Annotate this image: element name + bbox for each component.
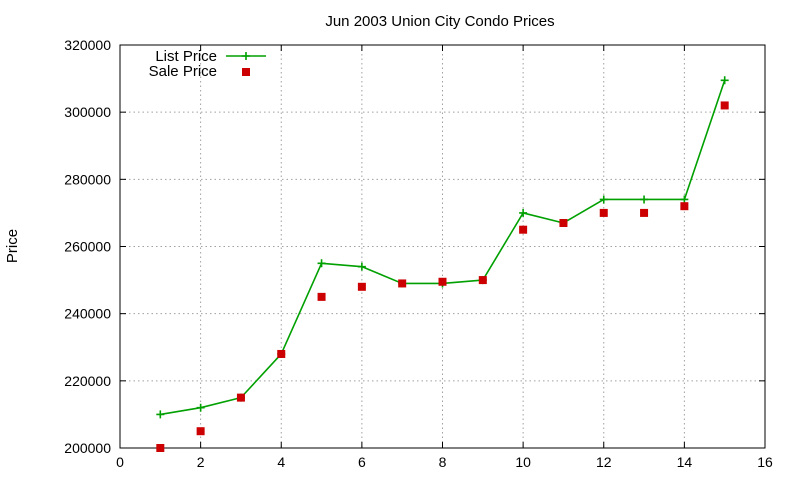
series-layer (156, 76, 729, 452)
y-tick-label: 300000 (64, 104, 111, 120)
legend: List Price Sale Price (149, 48, 266, 80)
list-price-point (640, 195, 649, 204)
sale-price-point (720, 101, 729, 110)
x-tick-label: 10 (515, 454, 531, 470)
sale-price-point (156, 444, 165, 452)
x-tick-label: 12 (596, 454, 612, 470)
legend-marker-sale-price (242, 68, 250, 76)
sale-price-point (680, 202, 689, 211)
y-tick-label: 260000 (64, 239, 111, 255)
list-price-point (196, 403, 205, 412)
sale-price-point (398, 279, 407, 288)
y-axis-tick-labels: 200000 220000 240000 260000 280000 300000 3200… (64, 37, 111, 456)
x-tick-label: 0 (116, 454, 124, 470)
x-tick-label: 8 (439, 454, 447, 470)
sale-price-point (519, 225, 528, 234)
list-price-point (317, 259, 326, 268)
x-tick-label: 6 (358, 454, 366, 470)
legend-label-sale-price: Sale Price (149, 63, 217, 80)
list-price-point (599, 195, 608, 204)
x-tick-label: 4 (277, 454, 285, 470)
list-price-point (680, 195, 689, 204)
x-tick-label: 16 (757, 454, 773, 470)
axis-ticks (119, 44, 766, 449)
sale-price-point (357, 282, 366, 291)
y-tick-label: 320000 (64, 37, 111, 53)
list-price-point (357, 262, 366, 271)
x-tick-label: 2 (197, 454, 205, 470)
sale-price-point (438, 277, 447, 286)
x-axis-tick-labels: 0 2 4 6 8 10 12 14 16 (116, 454, 773, 470)
y-tick-label: 200000 (64, 440, 111, 456)
legend-label-list-price: List Price (155, 48, 217, 65)
y-tick-label: 220000 (64, 373, 111, 389)
sale-price-point (317, 292, 326, 301)
sale-price-point (599, 208, 608, 217)
x-tick-label: 14 (677, 454, 693, 470)
y-tick-label: 280000 (64, 171, 111, 187)
chart-title: Jun 2003 Union City Condo Prices (325, 13, 554, 30)
sale-price-point (559, 218, 568, 227)
legend-marker-list-price (242, 52, 250, 60)
sale-price-point (478, 276, 487, 285)
sale-price-point (277, 349, 286, 358)
y-axis-label: Price (4, 229, 21, 263)
sale-price-point (640, 208, 649, 217)
list-price-point (519, 208, 528, 217)
sale-price-point (196, 427, 205, 436)
list-price-point (720, 76, 729, 85)
list-price-point (156, 410, 165, 419)
y-tick-label: 240000 (64, 306, 111, 322)
sale-price-point (236, 393, 245, 402)
